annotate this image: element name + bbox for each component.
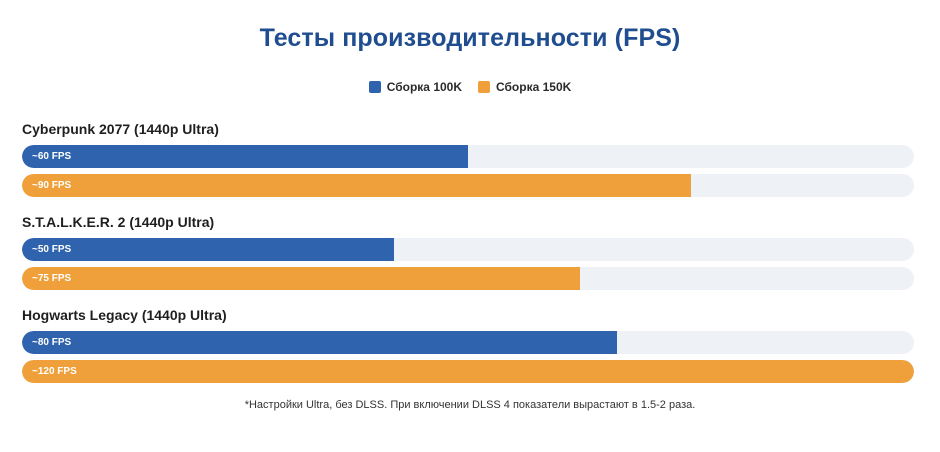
bar: ~120 FPS (22, 360, 914, 383)
bar-value-label: ~50 FPS (32, 244, 72, 255)
bar-group: S.T.A.L.K.E.R. 2 (1440p Ultra) ~50 FPS ~75… (22, 213, 914, 290)
category-label: S.T.A.L.K.E.R. 2 (1440p Ultra) (22, 214, 215, 230)
chart-legend: Сборка 100K Сборка 150K (0, 80, 940, 94)
bar-track: ~120 FPS (22, 360, 914, 383)
bar: ~60 FPS (22, 145, 468, 168)
chart-footnote: *Настройки Ultra, без DLSS. При включени… (244, 399, 696, 411)
bar-value-label: ~120 FPS (32, 366, 77, 377)
bar-value-label: ~80 FPS (32, 337, 72, 348)
bar-track: ~50 FPS (22, 238, 914, 261)
legend-swatch-series-1 (368, 81, 381, 93)
bar-chart: Cyberpunk 2077 (1440p Ultra) ~60 FPS ~90 F… (22, 120, 914, 399)
bar-track: ~90 FPS (22, 174, 914, 197)
bar: ~50 FPS (22, 238, 394, 261)
bar-group: Cyberpunk 2077 (1440p Ultra) ~60 FPS ~90 F… (22, 120, 914, 197)
category-label: Hogwarts Legacy (1440p Ultra) (22, 307, 227, 323)
legend-item-series-2: Сборка 150K (478, 80, 571, 94)
bar-value-label: ~75 FPS (32, 273, 72, 284)
bar-track: ~60 FPS (22, 145, 914, 168)
bar: ~90 FPS (22, 174, 691, 197)
bar: ~80 FPS (22, 331, 617, 354)
bar-value-label: ~60 FPS (32, 151, 72, 162)
bar-track: ~75 FPS (22, 267, 914, 290)
chart-title: Тесты производительности (FPS) (259, 24, 681, 52)
bar-track: ~80 FPS (22, 331, 914, 354)
bar: ~75 FPS (22, 267, 580, 290)
bar-value-label: ~90 FPS (32, 180, 72, 191)
bar-group: Hogwarts Legacy (1440p Ultra) ~80 FPS ~120… (22, 306, 914, 383)
category-label: Cyberpunk 2077 (1440p Ultra) (22, 121, 219, 137)
legend-label-series-2: Сборка 150K (496, 80, 572, 94)
legend-label-series-1: Сборка 100K (386, 80, 462, 94)
legend-item-series-1: Сборка 100K (368, 80, 462, 94)
legend-swatch-series-2 (478, 81, 490, 93)
